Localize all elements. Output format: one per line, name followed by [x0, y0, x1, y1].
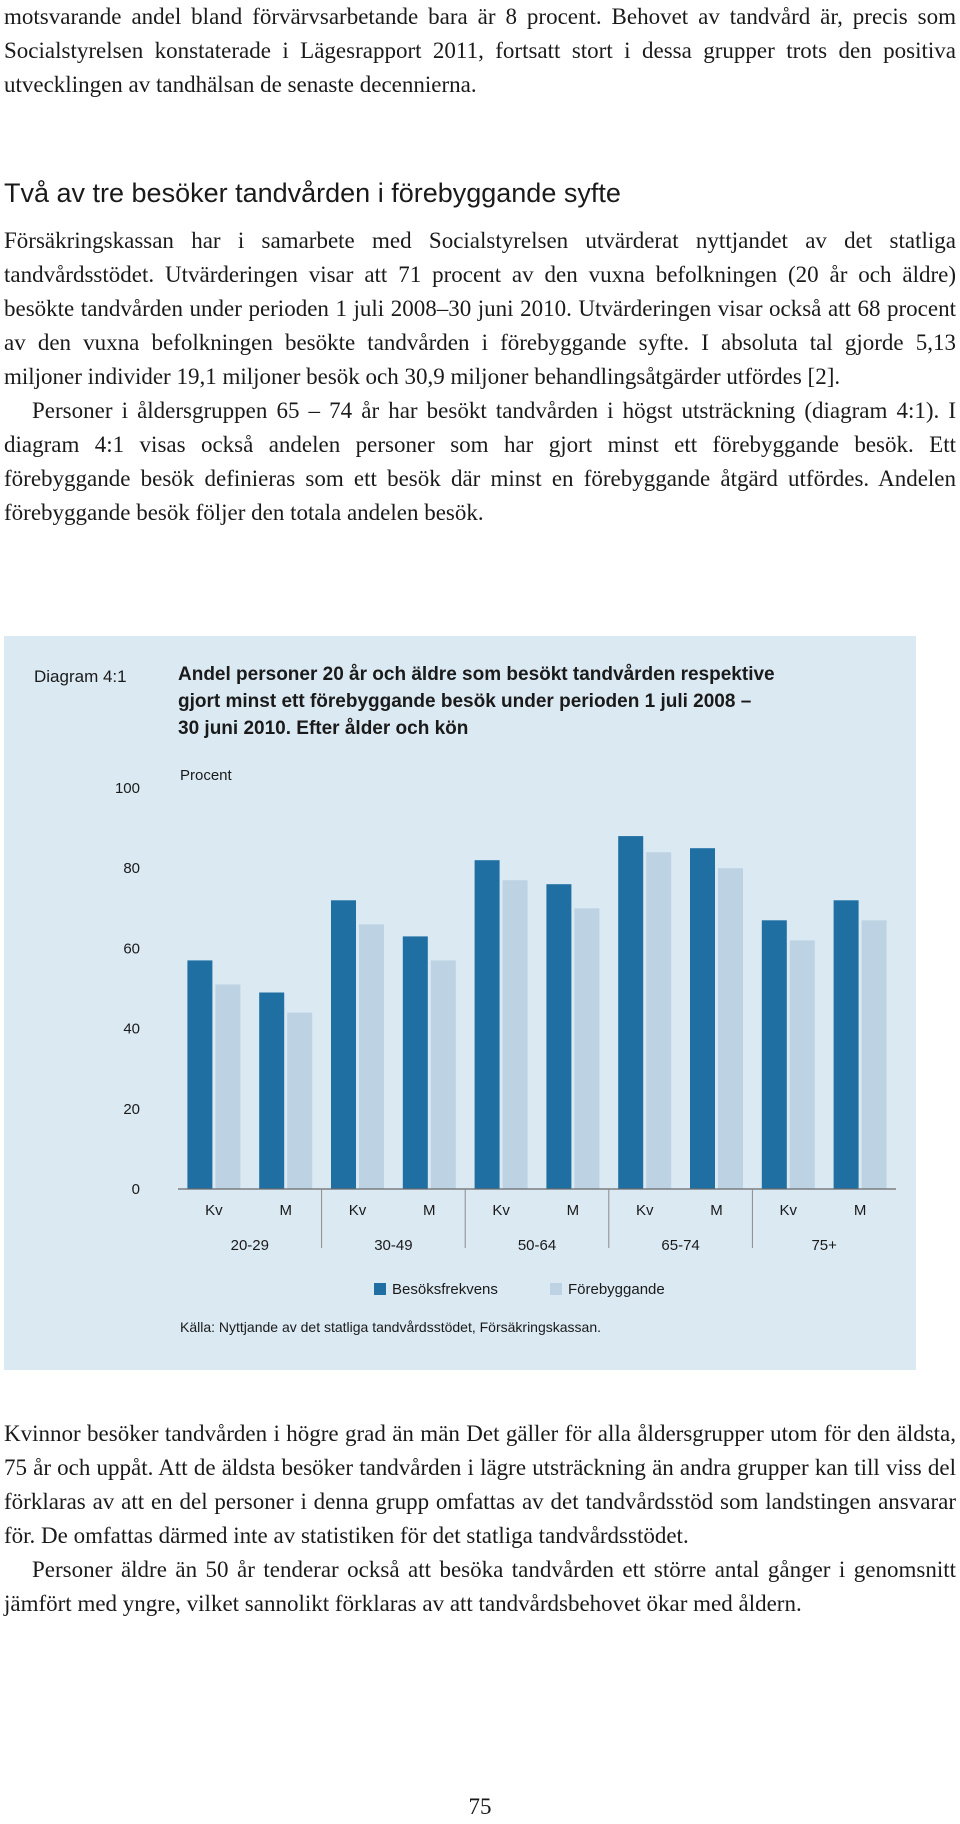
legend-label: Besöksfrekvens [392, 1281, 498, 1298]
after-paragraph-1: Kvinnor besöker tandvården i högre grad … [4, 1421, 956, 1548]
legend-label: Förebyggande [568, 1281, 665, 1298]
section-paragraph-2: Personer i åldersgruppen 65 – 74 år har … [4, 398, 956, 525]
bar-besoksfrekvens [331, 900, 356, 1189]
bar-forebyggande [574, 908, 600, 1189]
figure-title-line-1: Andel personer 20 år och äldre som besök… [178, 664, 775, 685]
x-tick-label: Kv [205, 1202, 223, 1219]
bar-forebyggande [718, 868, 743, 1189]
y-tick-label: 100 [115, 780, 140, 797]
figure-diagram-4-1: Diagram 4:1 Andel personer 20 år och äld… [4, 636, 916, 1370]
x-tick-label: Kv [492, 1202, 510, 1219]
bar-besoksfrekvens [618, 836, 644, 1189]
bar-forebyggande [646, 852, 672, 1189]
x-tick-label: Kv [780, 1202, 798, 1219]
legend-swatch [374, 1283, 386, 1295]
y-tick-label: 20 [123, 1101, 140, 1118]
x-tick-label: Kv [636, 1202, 654, 1219]
figure-source: Källa: Nyttjande av det statliga tandvår… [180, 1319, 601, 1335]
section-text: Försäkringskassan har i samarbete med So… [4, 224, 956, 530]
bar-forebyggande [215, 984, 241, 1189]
bar-besoksfrekvens [474, 860, 500, 1189]
bar-besoksfrekvens [402, 936, 428, 1189]
section-heading: Två av tre besöker tandvården i förebygg… [4, 178, 621, 208]
bar-besoksfrekvens [546, 884, 572, 1189]
legend-swatch [550, 1283, 562, 1295]
x-tick-label: M [423, 1202, 436, 1219]
group-label: 65-74 [661, 1237, 699, 1254]
x-tick-label: M [854, 1202, 867, 1219]
bar-forebyggande [430, 960, 456, 1189]
legend: Besöksfrekvens Förebyggande [374, 1281, 665, 1298]
y-tick-label: 80 [123, 860, 140, 877]
bar-chart: Diagram 4:1 Andel personer 20 år och äld… [34, 664, 896, 1335]
x-tick-label: M [279, 1202, 292, 1219]
figure-label: Diagram 4:1 [34, 667, 127, 686]
bar-besoksfrekvens [187, 960, 213, 1189]
y-axis-ticks: 0 20 40 60 80 100 [115, 780, 140, 1198]
bar-forebyggande [789, 940, 815, 1189]
y-tick-label: 40 [123, 1021, 140, 1038]
y-axis-label: Procent [180, 767, 233, 784]
bar-forebyggande [502, 880, 528, 1189]
group-label: 75+ [811, 1237, 837, 1254]
section-paragraph-1: Försäkringskassan har i samarbete med So… [4, 228, 956, 389]
bar-besoksfrekvens [259, 992, 285, 1189]
group-label: 50-64 [518, 1237, 556, 1254]
y-tick-label: 60 [123, 940, 140, 957]
bar-besoksfrekvens [761, 920, 787, 1189]
group-label: 20-29 [231, 1237, 269, 1254]
page-number: 75 [468, 1794, 492, 1819]
x-axis: Kv M Kv M Kv M Kv M Kv M 20-29 30-49 50-64 65-74 75+ [178, 1188, 896, 1254]
x-tick-label: M [567, 1202, 580, 1219]
figure-title-line-2: gjort minst ett förebyggande besök under… [178, 691, 751, 712]
figure-title-line-3: 30 juni 2010. Efter ålder och kön [178, 718, 468, 739]
y-tick-label: 0 [132, 1181, 140, 1198]
group-label: 30-49 [374, 1237, 412, 1254]
bar-besoksfrekvens [833, 900, 859, 1189]
intro-paragraph: motsvarande andel bland förvärvsarbetand… [4, 4, 956, 97]
x-tick-label: Kv [349, 1202, 367, 1219]
bar-besoksfrekvens [690, 848, 715, 1189]
bars [187, 836, 887, 1189]
after-paragraph-2: Personer äldre än 50 år tenderar också a… [4, 1557, 956, 1616]
after-text: Kvinnor besöker tandvården i högre grad … [4, 1417, 956, 1621]
bar-forebyggande [861, 920, 887, 1189]
bar-forebyggande [359, 924, 384, 1189]
intro-text: motsvarande andel bland förvärvsarbetand… [4, 0, 956, 102]
x-tick-label: M [710, 1202, 723, 1219]
bar-forebyggande [287, 1012, 313, 1189]
